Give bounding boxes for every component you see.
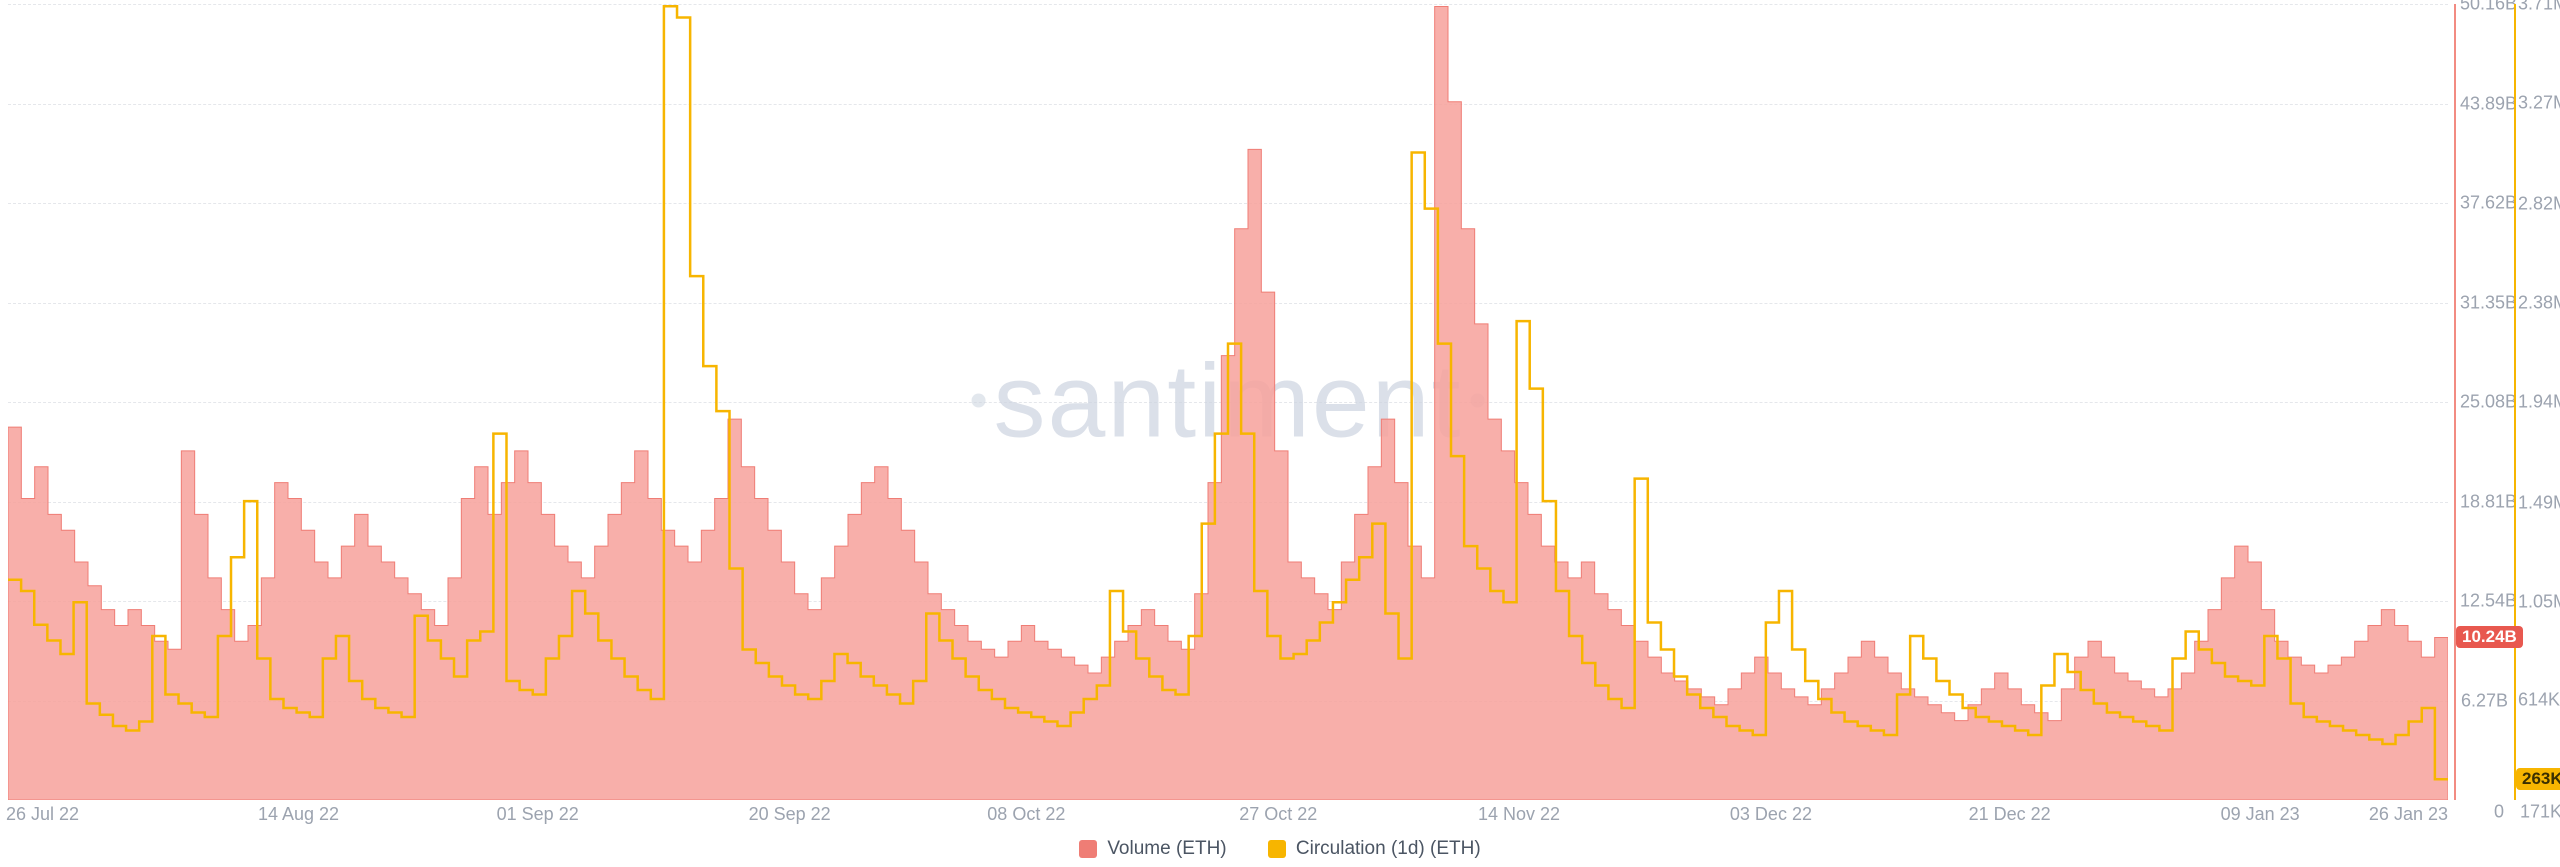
y-tick-circulation: 3.27M — [2518, 92, 2560, 113]
y-tick-volume: 25.08B — [2460, 392, 2508, 413]
y-tick-circulation: 614K — [2518, 690, 2560, 711]
y-tick-circulation: 1.49M — [2518, 493, 2560, 514]
circulation-line — [8, 4, 2448, 800]
x-tick: 26 Jan 23 — [2369, 804, 2448, 825]
x-axis: 26 Jul 22 14 Aug 22 01 Sep 22 20 Sep 22 08 O… — [8, 804, 2448, 832]
x-tick: 14 Aug 22 — [258, 804, 339, 825]
x-tick: 20 Sep 22 — [749, 804, 831, 825]
x-tick: 14 Nov 22 — [1478, 804, 1560, 825]
legend-item-circulation: Circulation (1d) (ETH) — [1268, 838, 1481, 860]
chart-container: santiment 50.16B 43.89B 37.62B 31.35B 25.08B… — [0, 0, 2560, 867]
y-tick-volume: 18.81B — [2460, 491, 2508, 512]
y-tick-circulation: 2.82M — [2518, 194, 2560, 215]
plot-area[interactable]: santiment — [8, 4, 2448, 800]
legend-item-volume: Volume (ETH) — [1079, 838, 1226, 860]
y-axis-circulation: 3.71M3.27M2.82M2.38M1.94M1.49M1.05M614K — [2514, 4, 2560, 800]
x-tick: 27 Oct 22 — [1239, 804, 1317, 825]
y-tick-circulation: 1.94M — [2518, 392, 2560, 413]
circulation-bottom-label: 171K — [2520, 802, 2560, 823]
y-tick-circulation: 2.38M — [2518, 293, 2560, 314]
y-tick-volume: 12.54B — [2460, 591, 2508, 612]
legend-swatch-circulation — [1268, 840, 1286, 858]
legend-label-circulation: Circulation (1d) (ETH) — [1296, 838, 1481, 860]
legend: Volume (ETH) Circulation (1d) (ETH) — [0, 838, 2560, 864]
y-tick-volume: 50.16B — [2460, 0, 2508, 15]
x-tick: 21 Dec 22 — [1969, 804, 2051, 825]
y-tick-volume: 6.27B — [2460, 690, 2508, 711]
y-tick-volume: 31.35B — [2460, 292, 2508, 313]
x-tick: 09 Jan 23 — [2221, 804, 2300, 825]
x-tick: 08 Oct 22 — [987, 804, 1065, 825]
circulation-current-badge: 263K — [2516, 768, 2560, 790]
x-tick: 26 Jul 22 — [6, 804, 79, 825]
x-tick: 03 Dec 22 — [1730, 804, 1812, 825]
legend-swatch-volume — [1079, 840, 1097, 858]
x-tick: 01 Sep 22 — [497, 804, 579, 825]
volume-zero-label: 0 — [2494, 802, 2504, 823]
volume-current-badge: 10.24B — [2456, 626, 2523, 648]
y-axis-volume: 50.16B43.89B37.62B31.35B25.08B18.81B12.5… — [2454, 4, 2508, 800]
y-tick-volume: 43.89B — [2460, 93, 2508, 114]
y-tick-volume: 37.62B — [2460, 193, 2508, 214]
legend-label-volume: Volume (ETH) — [1107, 838, 1226, 860]
y-tick-circulation: 3.71M — [2518, 0, 2560, 15]
y-tick-circulation: 1.05M — [2518, 592, 2560, 613]
